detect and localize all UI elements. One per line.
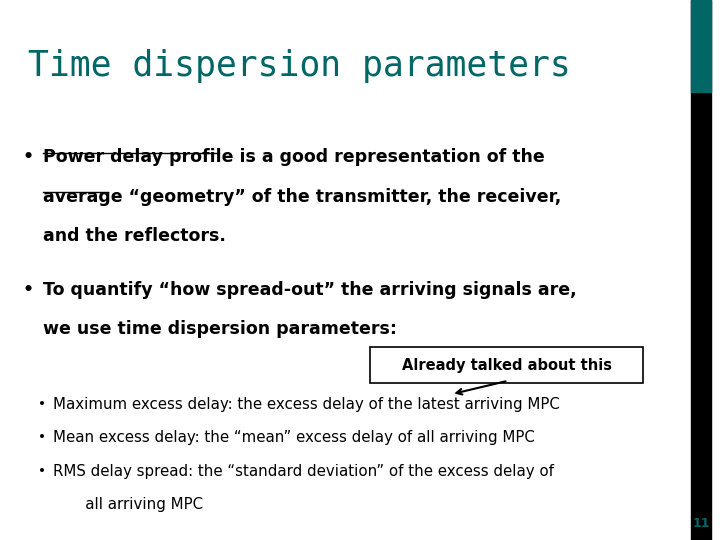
Bar (691, 0, 711, 540)
Text: 11: 11 (692, 517, 710, 530)
Text: •: • (23, 281, 34, 299)
Text: Time dispersion parameters: Time dispersion parameters (28, 49, 571, 83)
Text: •: • (38, 397, 46, 411)
Text: To quantify “how spread-out” the arriving signals are,: To quantify “how spread-out” the arrivin… (42, 281, 576, 299)
Text: average “geometry” of the transmitter, the receiver,: average “geometry” of the transmitter, t… (42, 188, 561, 206)
Text: all arriving MPC: all arriving MPC (71, 497, 203, 512)
Text: RMS delay spread: the “standard deviation” of the excess delay of: RMS delay spread: the “standard deviatio… (53, 464, 554, 479)
Text: Mean excess delay: the “mean” excess delay of all arriving MPC: Mean excess delay: the “mean” excess del… (53, 430, 535, 445)
Text: Maximum excess delay: the excess delay of the latest arriving MPC: Maximum excess delay: the excess delay o… (53, 397, 560, 412)
Text: Already talked about this: Already talked about this (402, 357, 611, 373)
Bar (691, 0, 711, 92)
Text: and the reflectors.: and the reflectors. (42, 227, 225, 245)
Text: •: • (38, 464, 46, 478)
Text: •: • (38, 430, 46, 444)
Text: •: • (23, 148, 34, 166)
Text: Power delay profile is a good representation of the: Power delay profile is a good representa… (42, 148, 544, 166)
FancyBboxPatch shape (369, 347, 644, 383)
Text: we use time dispersion parameters:: we use time dispersion parameters: (42, 320, 397, 338)
